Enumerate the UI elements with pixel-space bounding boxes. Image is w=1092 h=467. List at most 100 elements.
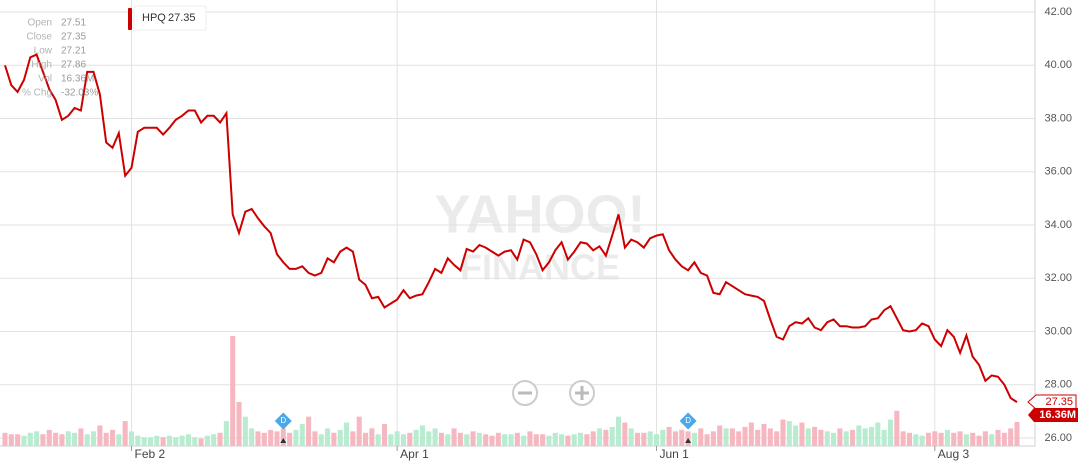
volume-bar <box>805 428 811 446</box>
volume-bar <box>318 434 324 446</box>
volume-bar <box>230 336 236 446</box>
volume-bar <box>495 432 501 446</box>
info-value: -32.03% <box>61 88 98 99</box>
y-tick-label: 36.00 <box>1044 166 1072 178</box>
volume-bar <box>502 434 508 446</box>
volume-bar <box>894 410 900 446</box>
volume-bar <box>559 434 565 446</box>
volume-bar <box>527 431 533 446</box>
volume-bar <box>875 422 881 446</box>
volume-bar <box>508 434 514 446</box>
volume-bar <box>552 432 558 446</box>
volume-bar <box>280 428 286 446</box>
volume-bar <box>862 428 868 446</box>
volume-bar <box>906 432 913 446</box>
volume-bar <box>660 429 666 446</box>
volume-bar <box>615 416 622 446</box>
volume-bar <box>982 431 988 446</box>
event-pointer <box>685 438 692 443</box>
volume-bar <box>59 434 65 446</box>
volume-bar <box>584 434 590 446</box>
volume-bar <box>261 432 267 446</box>
volume-bar <box>571 434 577 446</box>
volume-bar <box>578 432 584 446</box>
zoom-in-button[interactable] <box>569 380 595 406</box>
volume-bar <box>103 432 109 446</box>
x-tick-label: Jun 1 <box>659 447 689 461</box>
volume-bar <box>135 435 141 446</box>
volume-bar <box>470 431 476 446</box>
volume-bar <box>590 431 596 446</box>
volume-bar <box>306 416 312 446</box>
info-value: 27.51 <box>61 18 86 29</box>
volume-bar <box>223 421 229 446</box>
legend-name: HPQ <box>142 12 166 24</box>
volume-bar <box>850 429 856 446</box>
volume-bar <box>476 432 482 446</box>
volume-bar <box>274 431 280 446</box>
volume-bar <box>748 422 754 446</box>
y-tick-label: 38.00 <box>1044 112 1072 124</box>
watermark: YAHOO! FINANCE <box>434 184 645 287</box>
volume-bar <box>204 435 210 446</box>
volume-bar <box>407 432 413 446</box>
volume-bar <box>710 431 716 446</box>
volume-bar <box>211 434 217 446</box>
volume-bar <box>97 425 103 446</box>
volume-bar <box>868 426 875 446</box>
volume-bar <box>881 429 887 446</box>
volume-bar <box>641 432 647 446</box>
volume-bar <box>141 437 147 446</box>
volume-bar <box>932 431 938 446</box>
info-value: 27.35 <box>61 32 86 43</box>
volume-bar <box>597 428 603 446</box>
volume-bar <box>179 435 185 446</box>
volume-bar <box>489 435 495 446</box>
volume-badge <box>1028 408 1078 423</box>
y-tick-label: 40.00 <box>1044 59 1072 71</box>
volume-bar <box>166 435 172 446</box>
y-tick-label: 26.00 <box>1044 432 1072 444</box>
volume-bar <box>337 429 343 446</box>
volume-bar <box>78 428 84 446</box>
legend[interactable]: HPQ 27.35 <box>128 5 207 31</box>
volume-bar <box>609 426 615 446</box>
volume-bar <box>995 429 1001 446</box>
volume-bar <box>704 434 710 446</box>
volume-bar <box>925 432 931 446</box>
info-label: High <box>31 60 52 71</box>
volume-bar <box>653 434 660 446</box>
volume-bar <box>736 431 742 446</box>
volume-bar <box>287 432 293 446</box>
volume-bar <box>786 421 792 446</box>
volume-bar <box>381 424 388 446</box>
x-tick-label: Feb 2 <box>135 447 166 461</box>
volume-bar <box>128 431 135 446</box>
volume-bar <box>628 428 634 446</box>
volume-bar <box>8 434 14 446</box>
price-badge <box>1027 394 1077 410</box>
volume-bar <box>413 429 419 446</box>
volume-bar <box>976 435 982 446</box>
zoom-out-button[interactable] <box>512 380 538 406</box>
volume-bar <box>65 431 71 446</box>
volume-bar <box>331 432 337 446</box>
volume-bar <box>691 432 697 446</box>
volume-bar <box>1008 428 1014 446</box>
volume-bar <box>21 435 27 446</box>
volume-bar <box>84 434 90 446</box>
volume-bar <box>634 432 641 446</box>
volume-bar <box>666 426 672 446</box>
volume-bar <box>957 431 963 446</box>
volume-bar <box>15 434 21 446</box>
volume-bar <box>887 419 894 446</box>
volume-bar <box>672 431 678 446</box>
volume-bar <box>565 435 571 446</box>
x-tick-label: Apr 1 <box>400 447 429 461</box>
volume-bar <box>944 429 950 446</box>
volume-bar <box>40 434 46 446</box>
legend-value: 27.35 <box>168 12 196 24</box>
volume-badge-label: 16.36M <box>1039 409 1076 421</box>
volume-bar <box>464 434 470 446</box>
event-marker <box>274 412 292 430</box>
